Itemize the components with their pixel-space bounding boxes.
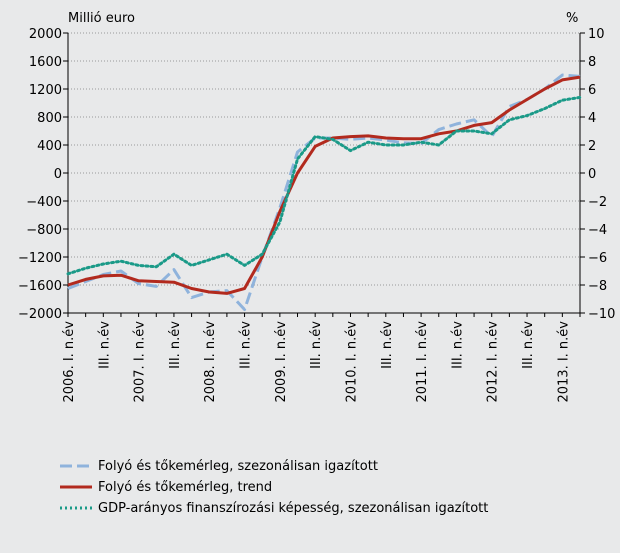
x-tick-label: III. n.év	[97, 321, 112, 369]
legend-swatch	[60, 485, 92, 489]
y-tick-label: −2000	[18, 307, 62, 322]
line-series	[67, 73, 581, 311]
chart: Millió euro % −2000−1600−1200−800−400040…	[18, 11, 615, 403]
y-tick-label: −1600	[18, 279, 62, 294]
x-tick-label: 2006. I. n.év	[62, 321, 77, 403]
y-tick-label: 800	[37, 111, 62, 126]
x-tick-label: 2011. I. n.év	[415, 321, 430, 403]
legend-label: Folyó és tőkemérleg, trend	[98, 480, 273, 495]
y2-tick-label: 6	[588, 83, 596, 98]
x-tick-label: 2008. I. n.év	[203, 321, 218, 403]
legend-swatch	[60, 506, 92, 510]
y-tick-label: 2000	[29, 27, 62, 42]
x-tick-label: III. n.év	[380, 321, 395, 369]
y2-tick-label: 0	[588, 167, 596, 182]
x-tick-label: 2007. I. n.év	[133, 321, 148, 403]
y-tick-label: 1600	[29, 55, 62, 70]
y2-tick-label: 8	[588, 55, 596, 70]
y-tick-label: 1200	[29, 83, 62, 98]
y-tick-label: 0	[54, 167, 62, 182]
line-series	[67, 75, 581, 295]
legend-entry: Folyó és tőkemérleg, szezonálisan igazít…	[58, 456, 498, 477]
x-tick-label: III. n.év	[168, 321, 183, 369]
y2-tick-label: −2	[588, 195, 607, 210]
legend-swatch	[60, 464, 92, 468]
legend-label: Folyó és tőkemérleg, szezonálisan igazít…	[98, 459, 378, 474]
x-tick-label: III. n.év	[309, 321, 324, 369]
legend-entry: Folyó és tőkemérleg, trend	[58, 477, 498, 498]
x-tick-label: 2012. I. n.év	[486, 321, 501, 403]
y2-tick-label: 10	[588, 27, 605, 42]
x-tick-label: 2010. I. n.év	[344, 321, 359, 403]
y2-tick-label: −8	[588, 279, 607, 294]
y2-tick-label: −6	[588, 251, 607, 266]
legend-label: GDP-arányos finanszírozási képesség, sze…	[98, 501, 489, 516]
line-series	[66, 95, 582, 276]
y2-tick-label: 2	[588, 139, 596, 154]
legend: Folyó és tőkemérleg, szezonálisan igazít…	[58, 456, 498, 519]
x-tick-label: III. n.év	[450, 321, 465, 369]
y-axis-label: Millió euro	[68, 11, 135, 26]
x-tick-label: 2013. I. n.év	[556, 321, 571, 403]
y-tick-label: −400	[26, 195, 62, 210]
x-tick-label: III. n.év	[239, 321, 254, 369]
y-tick-label: 400	[37, 139, 62, 154]
y2-axis-label: %	[566, 11, 578, 26]
x-tick-label: 2009. I. n.év	[274, 321, 289, 403]
y2-tick-label: −4	[588, 223, 607, 238]
y-tick-label: −800	[26, 223, 62, 238]
legend-entry: GDP-arányos finanszírozási képesség, sze…	[58, 498, 498, 519]
y2-tick-label: −10	[588, 307, 615, 322]
y-tick-label: −1200	[18, 251, 62, 266]
y2-tick-label: 4	[588, 111, 596, 126]
x-tick-label: III. n.év	[521, 321, 536, 369]
